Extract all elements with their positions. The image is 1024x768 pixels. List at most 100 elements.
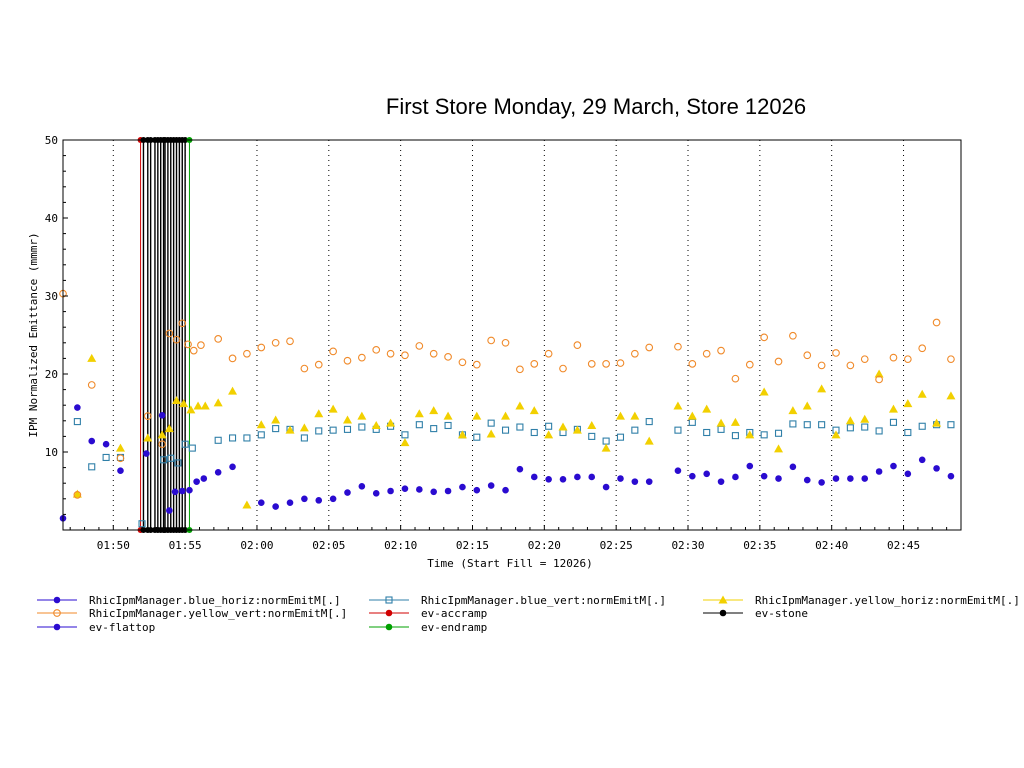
data-point: [602, 360, 610, 368]
data-point: [88, 437, 96, 445]
data-point: [687, 411, 697, 420]
data-point: [760, 333, 769, 342]
data-point: [846, 424, 854, 432]
data-point: [272, 503, 279, 510]
x-tick-label: 02:35: [743, 539, 776, 552]
y-tick-label: 30: [45, 290, 58, 303]
data-point: [674, 426, 682, 434]
x-tick-label: 02:05: [312, 539, 345, 552]
data-point: [746, 462, 754, 470]
data-point: [888, 404, 898, 413]
data-point: [415, 421, 423, 429]
data-point: [630, 349, 639, 358]
data-point: [300, 364, 309, 373]
data-point: [214, 468, 222, 476]
data-point: [343, 356, 352, 365]
data-point: [702, 349, 711, 358]
data-point: [472, 411, 482, 420]
data-point: [315, 427, 323, 435]
data-point: [357, 411, 367, 420]
data-point: [803, 421, 811, 429]
data-point: [171, 488, 179, 496]
data-point: [875, 427, 883, 435]
data-point: [486, 429, 496, 438]
data-point: [860, 355, 869, 364]
legend-label: RhicIpmManager.yellow_vert:normEmitM[.]: [89, 607, 347, 620]
data-point: [473, 486, 481, 494]
data-point: [904, 428, 912, 437]
legend-marker: [53, 609, 61, 617]
data-point: [760, 431, 768, 439]
data-point: [932, 318, 941, 327]
legend-marker: [385, 623, 393, 631]
data-point: [516, 465, 524, 473]
data-point: [430, 488, 437, 496]
data-point: [617, 475, 624, 482]
legend-marker: [53, 596, 61, 604]
data-point: [172, 335, 181, 344]
data-point: [459, 483, 466, 491]
data-point: [314, 409, 324, 418]
data-point: [644, 436, 654, 445]
data-point: [429, 406, 439, 415]
data-point: [164, 424, 174, 433]
data-point: [243, 349, 251, 358]
data-point: [184, 340, 192, 349]
data-point: [788, 406, 798, 415]
data-point: [285, 425, 295, 434]
data-point: [645, 343, 654, 352]
data-point: [889, 353, 898, 362]
data-point: [272, 425, 280, 433]
data-point: [717, 346, 725, 355]
data-point: [415, 342, 424, 350]
data-point: [387, 487, 394, 495]
data-point: [530, 428, 538, 437]
data-point: [818, 421, 826, 429]
plot-frame: [62, 139, 962, 531]
data-point: [186, 405, 196, 414]
x-tick-label: 02:30: [671, 539, 704, 552]
data-point: [573, 341, 582, 349]
x-tick-label: 02:20: [528, 539, 561, 552]
data-point: [472, 360, 481, 369]
data-point: [602, 437, 610, 445]
data-point: [688, 418, 696, 426]
data-point: [831, 430, 841, 439]
data-point: [545, 476, 552, 483]
data-point: [933, 465, 940, 472]
data-point: [72, 489, 82, 498]
data-point: [559, 476, 567, 483]
data-point: [178, 319, 187, 328]
data-point: [138, 520, 146, 528]
data-point: [271, 415, 281, 424]
legend-label: ev-flattop: [89, 621, 155, 634]
data-point: [588, 432, 596, 440]
data-point: [802, 401, 812, 410]
data-point: [731, 374, 740, 383]
data-point: [774, 357, 783, 366]
x-tick-label: 02:15: [456, 539, 489, 552]
data-point: [845, 416, 855, 425]
data-point: [530, 360, 539, 368]
data-point: [143, 412, 152, 420]
data-point: [860, 414, 870, 423]
data-point: [832, 349, 840, 357]
data-point: [179, 399, 189, 408]
data-point: [473, 433, 481, 441]
data-point: [918, 456, 926, 464]
data-point: [932, 418, 942, 427]
legend-label: RhicIpmManager.yellow_horiz:normEmitM[.]: [755, 594, 1020, 607]
data-point: [358, 423, 366, 431]
data-point: [443, 411, 453, 420]
data-point: [214, 436, 222, 444]
data-point: [188, 444, 196, 452]
data-point: [716, 418, 726, 427]
data-point: [358, 353, 366, 362]
data-point: [286, 499, 294, 507]
data-point: [631, 426, 639, 434]
data-point: [386, 349, 395, 358]
legend: RhicIpmManager.blue_horiz:normEmitM[.] Rh…: [37, 594, 1020, 634]
data-point: [257, 431, 265, 439]
data-point: [87, 381, 96, 389]
data-point: [775, 475, 782, 482]
